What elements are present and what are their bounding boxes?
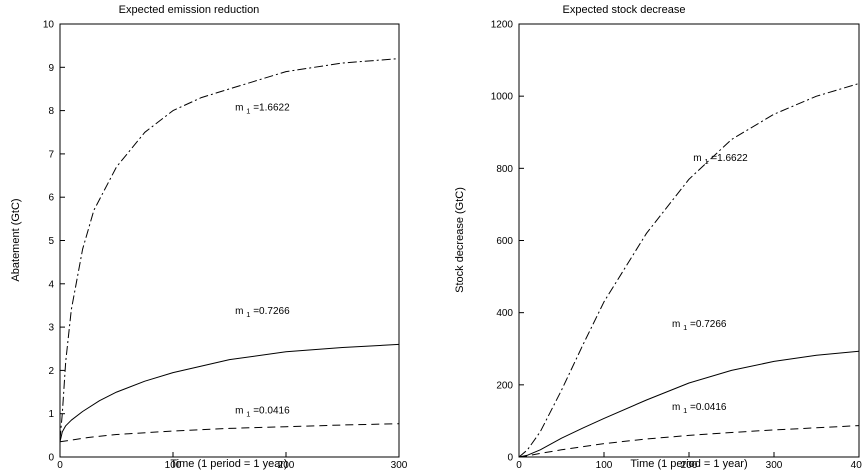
- y-tick-label: 0: [48, 453, 54, 464]
- series-annotations: m 1 =1.6622 m 1 =0.7266 m 1 =0.0416: [235, 103, 290, 419]
- y-tick-label: 9: [48, 63, 54, 74]
- y-tick-label: 8: [48, 106, 54, 117]
- chart-title: Expected stock decrease: [563, 4, 686, 16]
- series-label: m 1 =0.0416: [672, 402, 727, 415]
- series-label: m 1 =0.0416: [235, 406, 290, 419]
- x-tick-label: 400: [851, 460, 862, 470]
- plot-frame: [518, 23, 860, 458]
- x-tick-label: 0: [57, 460, 63, 470]
- y-axis-title: Abatement (GtC): [10, 198, 22, 281]
- y-tick-label: 400: [496, 308, 513, 319]
- y-tick-label: 7: [48, 149, 54, 160]
- series-label: m 1 =0.7266: [235, 306, 290, 319]
- series-line-dashed: [518, 425, 860, 458]
- y-tick-label: 3: [48, 323, 54, 334]
- emission-reduction-chart: Expected emission reduction Time (1 peri…: [10, 4, 408, 470]
- series-line-solid: [59, 343, 400, 442]
- x-tick-label: 200: [681, 460, 698, 470]
- y-tick-label: 600: [496, 236, 513, 247]
- x-tick-label: 100: [165, 460, 182, 470]
- series-label: m 1 =0.7266: [672, 319, 727, 332]
- series-line-dashdot: [518, 83, 860, 458]
- y-tick-label: 800: [496, 164, 513, 175]
- y-tick-label: 0: [507, 453, 513, 464]
- y-tick-label: 2: [48, 366, 54, 377]
- y-tick-label: 10: [43, 20, 55, 31]
- y-tick-label: 1: [48, 409, 54, 420]
- x-axis-title: Time (1 period = 1 year): [630, 458, 747, 470]
- series-label: m 1 =1.6622: [235, 103, 290, 116]
- y-tick-label: 5: [48, 236, 54, 247]
- plot-frame: [59, 23, 400, 458]
- x-tick-label: 300: [391, 460, 408, 470]
- x-tick-label: 100: [596, 460, 613, 470]
- y-tick-label: 4: [48, 279, 54, 290]
- series-annotations: m 1 =1.6622 m 1 =0.7266 m 1 =0.0416: [672, 153, 748, 415]
- series-line-dashdot: [59, 58, 400, 440]
- axis-ticks: 0 100 200 300 0 1 2 3 4 5 6 7 8 9 10: [43, 20, 408, 470]
- axis-ticks: 0 100 200 300 400 0 200 400 600 800 1000 1200: [491, 20, 862, 470]
- y-tick-label: 6: [48, 193, 54, 204]
- x-tick-label: 200: [278, 460, 295, 470]
- series-label: m 1 =1.6622: [693, 153, 748, 166]
- y-axis-title: Stock decrease (GtC): [454, 187, 466, 293]
- x-tick-label: 300: [766, 460, 783, 470]
- y-tick-label: 1200: [491, 20, 514, 31]
- series-line-dashed: [59, 423, 400, 443]
- y-tick-label: 1000: [491, 92, 514, 103]
- series-lines: [59, 58, 400, 443]
- stock-decrease-chart: Expected stock decrease Time (1 period =…: [454, 4, 862, 470]
- x-tick-label: 0: [516, 460, 522, 470]
- x-axis-title: Time (1 period = 1 year): [170, 458, 287, 470]
- series-lines: [518, 83, 860, 458]
- series-line-solid: [518, 350, 860, 458]
- chart-title: Expected emission reduction: [119, 4, 260, 16]
- y-tick-label: 200: [496, 380, 513, 391]
